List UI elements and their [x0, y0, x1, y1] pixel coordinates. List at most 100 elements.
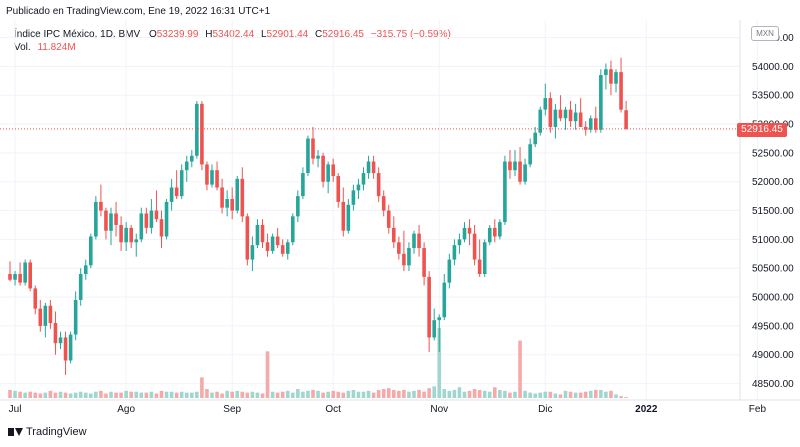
candle-body: [548, 98, 553, 127]
currency-button[interactable]: MXN: [751, 26, 779, 41]
candles: [8, 57, 628, 375]
candle-body: [538, 109, 543, 133]
time-tick-label: Jul: [9, 404, 22, 415]
low-value: 52901.44: [266, 29, 309, 40]
volume-bar: [43, 392, 48, 398]
candle-body: [609, 69, 613, 84]
volume-bar: [33, 392, 38, 398]
candle-body: [43, 305, 48, 326]
volume-bar: [296, 389, 300, 398]
candle-body: [184, 161, 189, 171]
volume-bar: [99, 390, 103, 398]
candle-body: [48, 305, 53, 324]
volume-bar: [346, 390, 351, 398]
volume-bar: [139, 392, 144, 398]
volume-bar: [457, 387, 462, 398]
candle-body: [311, 138, 315, 159]
candle-body: [487, 227, 492, 243]
candle-body: [366, 161, 371, 174]
volume-bar: [407, 391, 411, 398]
volume-bar: [528, 392, 532, 398]
volume-bar: [225, 390, 229, 398]
brand-name: TradingView: [26, 426, 87, 438]
price-tick-label: 52500.00: [752, 148, 794, 159]
volume-bar: [260, 393, 265, 398]
candle-body: [159, 219, 164, 237]
symbol-title[interactable]: Índice IPC México, 1D, BMV: [14, 29, 141, 40]
volume-bar: [422, 391, 426, 398]
candle-body: [588, 118, 593, 130]
volume-bar: [366, 390, 371, 398]
volume-bar: [280, 391, 285, 398]
candle-body: [306, 138, 310, 174]
candle-body: [533, 132, 537, 145]
volume-bar: [563, 390, 568, 398]
volume-bar: [134, 391, 139, 398]
volume-bars: [8, 328, 628, 398]
candle-body: [225, 199, 229, 208]
volume-bar: [427, 388, 431, 398]
candle-body: [568, 109, 573, 122]
candle-body: [235, 178, 240, 211]
price-tick-label: 50000.00: [752, 293, 794, 304]
volume-bar: [38, 393, 43, 398]
price-tick-label: 51500.00: [752, 206, 794, 217]
volume-bar: [28, 391, 32, 398]
volume-bar: [609, 390, 613, 398]
price-axis: 48500.00 49000.00 49500.00 50000.00 50500.00…: [752, 33, 794, 390]
candle-body: [513, 161, 517, 171]
volume-bar: [568, 391, 573, 398]
volume-bar: [89, 393, 93, 398]
volume-bar: [538, 392, 543, 398]
volume-bar: [63, 392, 68, 398]
volume-bar: [376, 389, 381, 398]
close-value: 52916.45: [322, 29, 364, 40]
volume-bar: [13, 390, 17, 398]
candle-body: [376, 173, 381, 197]
footer-brand[interactable]: TradingView: [8, 426, 87, 438]
candle-body: [78, 274, 83, 300]
volume-bar: [205, 389, 209, 398]
candle-body: [477, 259, 482, 274]
volume-bar: [114, 392, 118, 398]
volume-bar: [73, 392, 78, 398]
price-tick-label: 49000.00: [752, 350, 794, 361]
volume-bar: [53, 392, 58, 398]
candle-body: [174, 187, 179, 197]
candle-body: [134, 239, 139, 243]
candle-body: [73, 299, 78, 335]
candle-body: [558, 109, 563, 119]
volume-bar: [553, 393, 558, 398]
volume-bar: [437, 328, 442, 398]
volume-bar: [321, 392, 325, 398]
volume-bar: [614, 394, 618, 398]
candle-body: [240, 178, 245, 217]
candle-body: [114, 213, 118, 225]
candle-body: [594, 118, 598, 130]
candle-body: [230, 199, 234, 211]
volume-bar: [48, 390, 53, 398]
candle-body: [452, 245, 457, 260]
candle-body: [422, 248, 426, 277]
candle-body: [599, 75, 603, 130]
candle-body: [447, 259, 452, 283]
candle-body: [498, 222, 502, 237]
volume-bar: [381, 389, 386, 398]
volume-bar: [588, 390, 593, 398]
volume-bar: [255, 392, 260, 398]
volume-bar: [412, 390, 416, 398]
volume-bar: [558, 394, 563, 398]
candle-body: [301, 173, 305, 197]
volume-bar: [129, 391, 133, 398]
candle-body: [381, 196, 386, 211]
candle-body: [578, 112, 583, 127]
candle-body: [508, 161, 512, 171]
volume-bar: [417, 389, 421, 398]
candle-body: [164, 201, 169, 237]
volume-bar: [23, 392, 27, 398]
volume-bar: [311, 389, 315, 398]
candle-body: [109, 213, 113, 231]
candle-body: [326, 164, 330, 182]
volume-bar: [83, 392, 88, 398]
